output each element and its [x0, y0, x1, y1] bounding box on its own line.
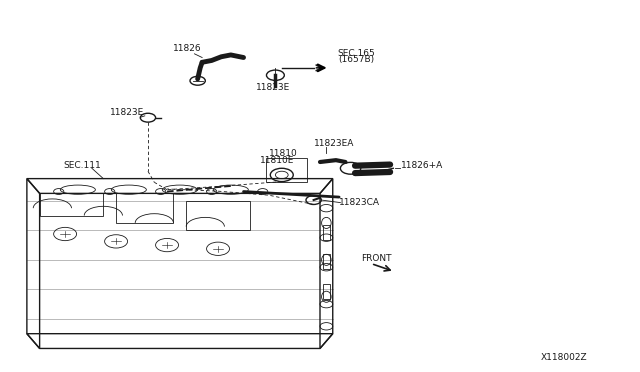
Bar [186, 201, 250, 230]
Bar [266, 158, 307, 182]
Text: FRONT: FRONT [362, 254, 392, 263]
Text: SEC.111: SEC.111 [64, 161, 102, 170]
Bar [116, 193, 173, 223]
Text: 11826+A: 11826+A [401, 161, 443, 170]
Text: 11810E: 11810E [259, 156, 294, 165]
Bar [323, 225, 330, 240]
Text: SEC.165: SEC.165 [338, 49, 376, 58]
Text: (1657B): (1657B) [338, 55, 374, 64]
Bar [323, 254, 330, 269]
Text: 11823E: 11823E [256, 83, 291, 92]
Text: X118002Z: X118002Z [541, 353, 588, 362]
Text: 11826: 11826 [173, 44, 202, 53]
Text: 11810: 11810 [269, 150, 298, 158]
Text: 11823CA: 11823CA [339, 198, 380, 207]
Text: 11823E: 11823E [109, 108, 144, 117]
Bar [40, 193, 103, 215]
Bar [323, 284, 330, 299]
Text: 11823EA: 11823EA [314, 139, 354, 148]
